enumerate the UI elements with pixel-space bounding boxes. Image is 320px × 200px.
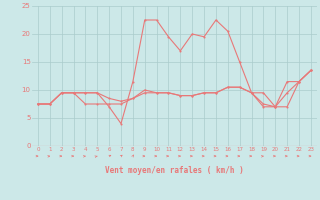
X-axis label: Vent moyen/en rafales ( km/h ): Vent moyen/en rafales ( km/h ) <box>105 166 244 175</box>
